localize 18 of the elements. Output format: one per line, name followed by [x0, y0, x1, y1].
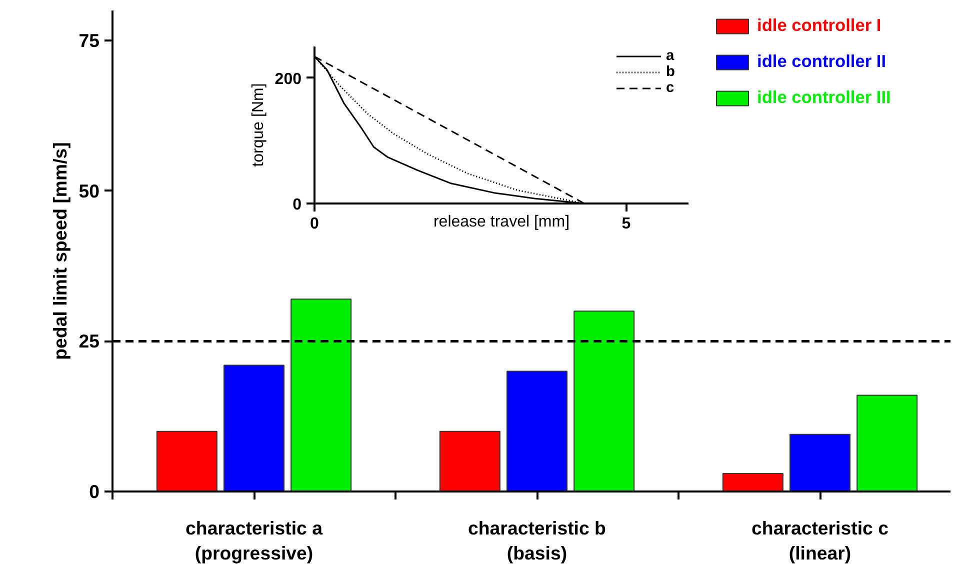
y-axis-title: torque [Nm]: [250, 83, 267, 167]
y-tick-label: 0: [89, 481, 100, 502]
x-tick-label: characteristic c (linear): [752, 518, 888, 564]
y-axis-title: pedal limit speed [mm/s]: [50, 142, 71, 360]
legend-label: c: [666, 80, 676, 96]
x-tick-label: 5: [622, 216, 631, 232]
y-tick-label: 200: [274, 70, 302, 88]
legend-label: a: [666, 48, 676, 64]
legend-label: b: [666, 64, 676, 80]
legend-label: idle controller I: [757, 15, 882, 36]
y-tick-label: 25: [78, 330, 100, 352]
x-axis-title: release travel [mm]: [433, 214, 570, 230]
y-tick-label: 50: [78, 180, 100, 202]
y-tick-label: 75: [78, 30, 100, 52]
legend-label: idle controller III: [757, 87, 891, 108]
legend-label: idle controller II: [757, 51, 886, 72]
x-tick-label: characteristic b (basis): [468, 518, 606, 564]
x-tick-label: characteristic a (progressive): [186, 518, 324, 564]
